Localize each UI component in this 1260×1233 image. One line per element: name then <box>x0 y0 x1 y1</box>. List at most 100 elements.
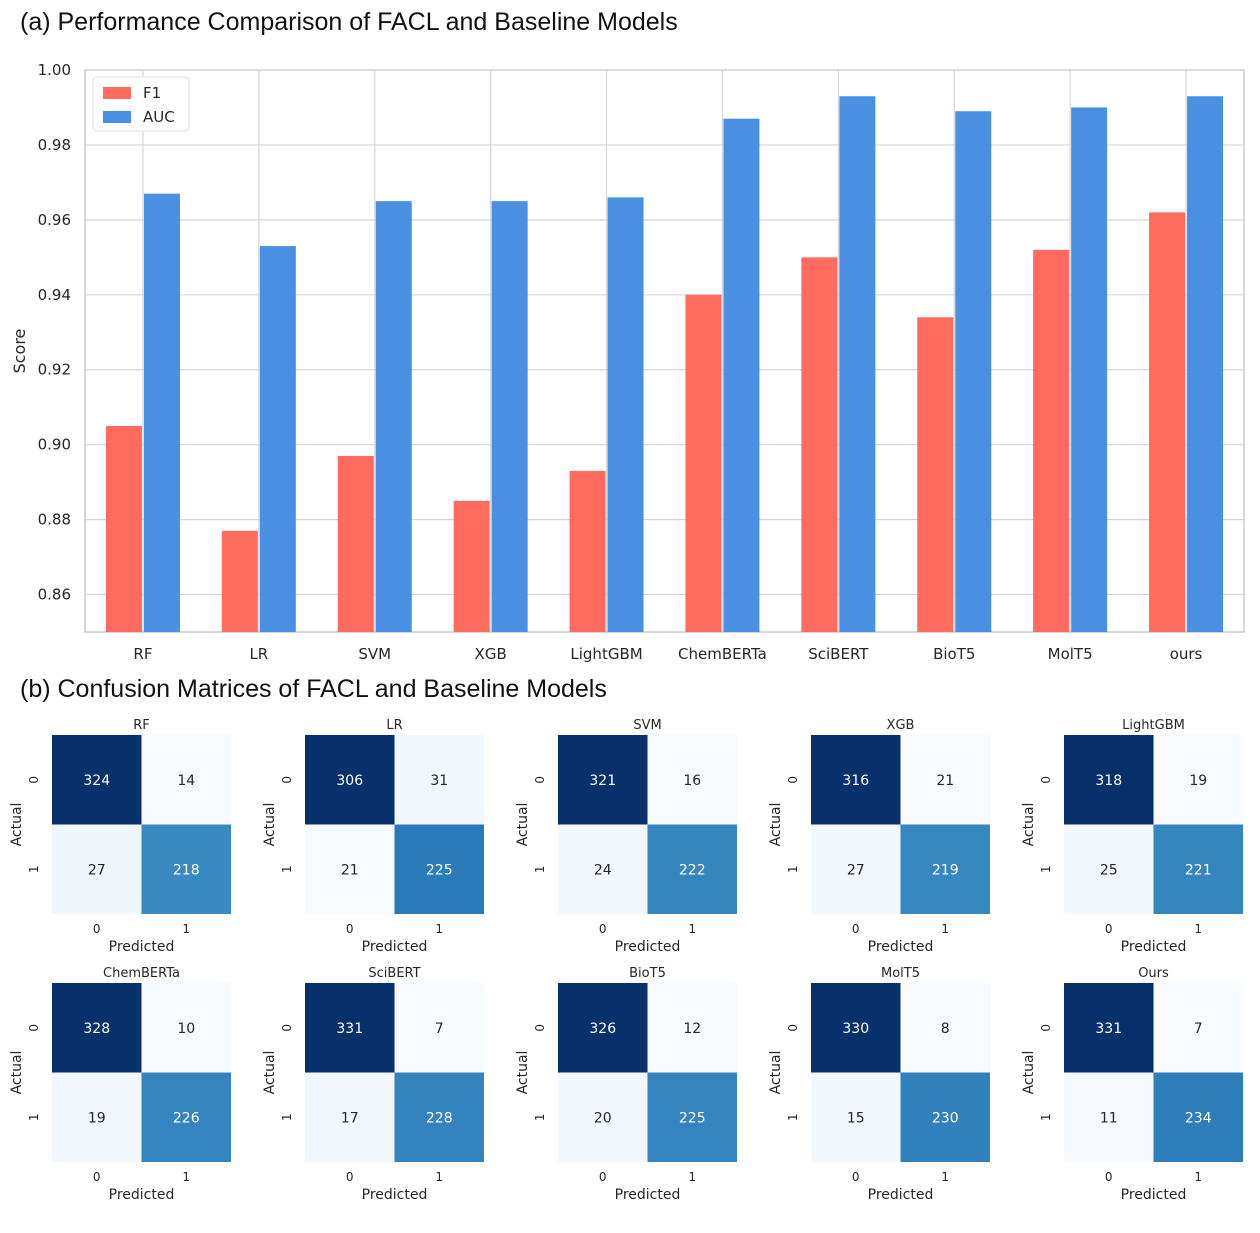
bar-auc <box>723 118 760 632</box>
y-axis-label: Score <box>10 329 29 374</box>
y-tick-label: 0.86 <box>38 586 71 604</box>
matrix-cell <box>647 735 737 825</box>
confusion-matrix-lightgbm: LightGBM 318 19 25 221 0 1 0 1 Predicted Actual <box>1021 718 1243 955</box>
x-axis-label: Predicted <box>868 1187 934 1203</box>
matrix-cell <box>558 735 648 825</box>
matrix-title: SciBERT <box>368 966 420 981</box>
y-axis-label: Actual <box>1021 1051 1037 1095</box>
x-tick-label: 1 <box>941 922 949 936</box>
bar-auc <box>607 197 644 633</box>
y-tick-label: 1 <box>786 865 800 873</box>
bar-auc <box>259 246 296 633</box>
cell-value: 225 <box>426 862 453 878</box>
x-tick-label: ours <box>1170 645 1203 663</box>
x-axis-label: Predicted <box>615 1187 681 1203</box>
x-tick-label: 0 <box>1105 1170 1113 1184</box>
cell-value: 331 <box>336 1021 363 1037</box>
bar-f1 <box>337 455 374 632</box>
matrix-cell <box>305 824 395 914</box>
matrix-cell <box>811 824 901 914</box>
matrix-cell <box>1153 1072 1243 1162</box>
bar-chart: 0.86 0.88 0.90 0.92 0.94 0.96 0.98 1.00 RF LR SVM X… <box>10 61 1245 663</box>
y-axis-label: Actual <box>9 803 25 847</box>
x-tick-label: BioT5 <box>933 645 975 663</box>
x-tick-label: 1 <box>435 922 443 936</box>
x-tick-label: 0 <box>852 1170 860 1184</box>
y-tick-label: 1 <box>280 865 294 873</box>
y-tick-label: 0.88 <box>38 511 71 529</box>
y-axis-label: Actual <box>262 1051 278 1095</box>
x-tick-label: 1 <box>1194 1170 1202 1184</box>
x-tick-label: 0 <box>599 1170 607 1184</box>
matrix-cell <box>52 1072 142 1162</box>
y-tick-label: 0 <box>786 776 800 784</box>
y-tick-label: 1.00 <box>38 61 71 79</box>
y-tick-label: 0 <box>1039 776 1053 784</box>
bar-auc <box>491 201 528 632</box>
x-axis-label: Predicted <box>868 939 934 955</box>
bar-auc <box>955 111 992 633</box>
cell-value: 331 <box>1095 1021 1122 1037</box>
matrix-cell <box>141 1072 231 1162</box>
y-tick-label: 0 <box>533 776 547 784</box>
cell-value: 219 <box>932 862 959 878</box>
matrix-title: SVM <box>633 718 661 733</box>
bar-f1 <box>453 500 490 632</box>
x-axis-label: Predicted <box>362 939 428 955</box>
cell-value: 8 <box>941 1021 950 1037</box>
cell-value: 21 <box>341 862 359 878</box>
confusion-matrix-rf: RF 324 14 27 218 0 1 0 1 Predicted Actual <box>9 718 231 955</box>
x-tick-label: RF <box>133 645 152 663</box>
cell-value: 12 <box>683 1021 701 1037</box>
x-tick-label: 1 <box>182 922 190 936</box>
x-tick-label: 0 <box>93 922 101 936</box>
x-tick-label: 1 <box>688 922 696 936</box>
cell-value: 16 <box>683 773 701 789</box>
x-tick-label: SciBERT <box>808 645 869 663</box>
cell-value: 14 <box>177 773 195 789</box>
cell-value: 330 <box>842 1021 869 1037</box>
cell-value: 321 <box>589 773 616 789</box>
x-tick-label: SVM <box>358 645 391 663</box>
bar-f1 <box>221 530 258 632</box>
y-axis-label: Actual <box>515 1051 531 1095</box>
cell-value: 21 <box>936 773 954 789</box>
matrix-cell <box>1064 824 1154 914</box>
matrix-title: RF <box>133 718 150 733</box>
matrix-cell <box>900 983 990 1073</box>
confusion-matrix-lr: LR 306 31 21 225 0 1 0 1 Predicted Actual <box>262 718 484 955</box>
matrix-cell <box>558 824 648 914</box>
cell-value: 226 <box>173 1110 200 1126</box>
x-tick-label: 0 <box>346 1170 354 1184</box>
cell-value: 24 <box>594 862 612 878</box>
matrix-cell <box>394 983 484 1073</box>
panel-b-title: (b) Confusion Matrices of FACL and Basel… <box>20 675 607 703</box>
x-axis-label: Predicted <box>615 939 681 955</box>
matrix-cell <box>1064 983 1154 1073</box>
cell-value: 7 <box>1194 1021 1203 1037</box>
y-tick-label: 0 <box>280 776 294 784</box>
legend-label-auc: AUC <box>143 108 175 126</box>
matrix-cell <box>141 824 231 914</box>
x-tick-label: LightGBM <box>570 645 642 663</box>
matrix-cell <box>811 735 901 825</box>
matrix-cell <box>900 735 990 825</box>
cell-value: 7 <box>435 1021 444 1037</box>
cell-value: 230 <box>932 1110 959 1126</box>
cell-value: 27 <box>88 862 106 878</box>
cell-value: 316 <box>842 773 869 789</box>
matrix-cell <box>558 983 648 1073</box>
x-tick-label: 1 <box>435 1170 443 1184</box>
y-axis-label: Actual <box>515 803 531 847</box>
cell-value: 20 <box>594 1110 612 1126</box>
y-tick-label: 0 <box>27 1024 41 1032</box>
x-axis-label: Predicted <box>1121 939 1187 955</box>
cell-value: 228 <box>426 1110 453 1126</box>
bar-f1 <box>569 470 606 632</box>
matrix-title: ChemBERTa <box>103 966 180 981</box>
x-tick-label: 1 <box>1194 922 1202 936</box>
y-tick-label: 1 <box>1039 865 1053 873</box>
y-tick-label: 0 <box>27 776 41 784</box>
cell-value: 19 <box>1189 773 1207 789</box>
y-tick-label: 0 <box>280 1024 294 1032</box>
